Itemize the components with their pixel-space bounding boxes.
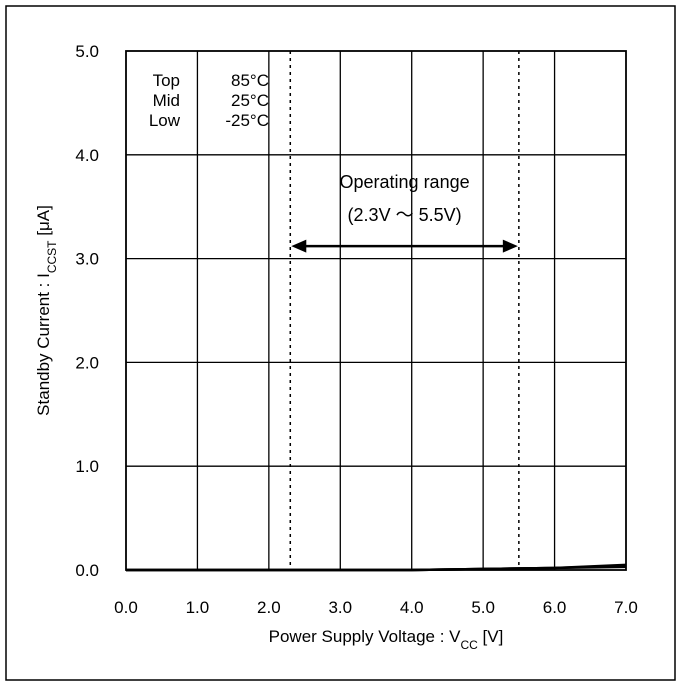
legend-series-name: Top — [153, 71, 180, 90]
x-tick-label: 3.0 — [328, 598, 352, 617]
x-tick-label: 5.0 — [471, 598, 495, 617]
legend-temperature: 25°C — [231, 91, 269, 110]
legend: Top 85°C Mid 25°C Low -25°C — [149, 71, 269, 130]
y-axis-ticks: 0.0 1.0 2.0 3.0 4.0 5.0 — [75, 42, 99, 580]
grid — [126, 51, 626, 570]
legend-series-name: Low — [149, 111, 181, 130]
y-tick-label: 4.0 — [75, 146, 99, 165]
x-tick-label: 7.0 — [614, 598, 638, 617]
y-tick-label: 5.0 — [75, 42, 99, 61]
x-tick-label: 4.0 — [400, 598, 424, 617]
y-tick-label: 0.0 — [75, 561, 99, 580]
operating-range: Operating range (2.3V ～ 5.5V) — [289, 51, 520, 570]
arrow-head-left — [291, 239, 307, 253]
y-axis-title: Standby Current : ICCST [μA] — [34, 205, 59, 416]
y-tick-label: 3.0 — [75, 250, 99, 269]
x-tick-label: 1.0 — [186, 598, 210, 617]
plot-area-frame — [125, 50, 627, 571]
operating-range-label: Operating range — [340, 172, 470, 192]
arrow-head-right — [502, 239, 518, 253]
operating-range-values: (2.3V ～ 5.5V) — [348, 205, 462, 225]
x-tick-label: 2.0 — [257, 598, 281, 617]
x-axis-title: Power Supply Voltage : VCC [V] — [269, 627, 504, 652]
legend-temperature: -25°C — [225, 111, 269, 130]
y-tick-label: 2.0 — [75, 353, 99, 372]
x-axis-ticks: 0.0 1.0 2.0 3.0 4.0 5.0 6.0 7.0 — [114, 598, 638, 617]
x-tick-label: 6.0 — [543, 598, 567, 617]
legend-series-name: Mid — [153, 91, 180, 110]
x-tick-label: 0.0 — [114, 598, 138, 617]
legend-temperature: 85°C — [231, 71, 269, 90]
y-tick-label: 1.0 — [75, 457, 99, 476]
